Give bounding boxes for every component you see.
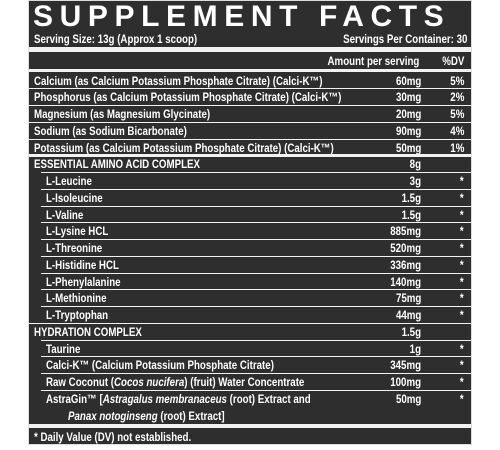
rule [41,222,471,224]
rule [29,322,471,324]
footnote: * Daily Value (DV) not established. [34,429,192,444]
rule [41,339,471,341]
name-segment: Raw Coconut ( [46,375,115,389]
daily-value: 5% [449,73,464,88]
name-segment: ) (fruit) Water Concentrate [184,375,305,389]
name-segment: Cocos nucifera [114,375,185,389]
daily-value: * [460,291,464,306]
ingredient-name: L-Isoleucine [46,190,103,205]
ingredient-name: L-Leucine [46,174,92,188]
thick-rule [29,423,471,428]
daily-value: * [460,391,464,406]
name-segment: AstraGin™ [ [46,391,103,406]
amount: 20mg [395,107,421,121]
daily-value: * [460,375,464,389]
daily-value: 4% [449,123,464,138]
daily-value: 5% [449,107,464,121]
ingredient-name: Phosphorus (as Calcium Potassium Phospha… [34,90,342,105]
amount: 75mg [395,291,421,306]
daily-value: * [460,207,464,222]
amount: 3g [409,174,421,188]
supplement-facts-label: SUPPLEMENT FACTS Serving Size: 13g (Appr… [28,0,472,445]
rule [41,389,471,391]
section-name: HYDRATION COMPLEX [34,324,142,339]
amount: 100mg [390,375,421,389]
ingredient-name: Calci-K™ (Calcium Potassium Phosphate Ci… [46,358,274,373]
daily-value: * [460,190,464,205]
ingredient-name: L-Threonine [46,241,103,255]
daily-value: * [460,308,464,322]
rule [29,121,471,123]
rule [29,88,471,90]
ingredient-name: L-Phenylalanine [46,274,121,289]
ingredient-name: L-Methionine [46,291,107,306]
amount: 44mg [395,308,421,322]
daily-value: * [460,257,464,272]
amount: 90mg [395,123,421,138]
daily-value: * [460,274,464,289]
ingredient-name: Panax notoginseng (root) Extract] [68,409,225,423]
dv-header: %DV [441,54,464,68]
ingredient-name: Potassium (as Calcium Potassium Phosphat… [34,140,334,155]
ingredient-name: L-Lysine HCL [46,224,109,239]
label-title: SUPPLEMENT FACTS [33,0,451,33]
rule [41,172,471,173]
name-segment: Astragalus membranaceus [102,391,227,406]
ingredient-name: Magnesium (as Magnesium Glycinate) [34,107,211,121]
ingredient-name: L-Histidine HCL [46,257,119,272]
ingredient-name: Raw Coconut (Cocos nucifera) (fruit) Wat… [46,375,304,389]
rule [41,272,471,274]
amount: 50mg [395,140,421,155]
daily-value: * [460,174,464,188]
rule [41,255,471,257]
rule [41,289,471,291]
daily-value: * [460,241,464,255]
section-name: ESSENTIAL AMINO ACID COMPLEX [34,157,200,172]
daily-value: * [460,224,464,239]
amount: 140mg [390,274,421,289]
rule [41,356,471,358]
rule [41,205,471,207]
amount: 520mg [390,241,421,255]
daily-value: * [460,358,464,373]
daily-value: 2% [449,90,464,105]
amount: 885mg [390,224,421,239]
thick-rule [29,47,471,52]
name-segment: Panax notoginseng [68,408,158,423]
amount: 1.5g [401,207,421,222]
daily-value: 1% [449,140,464,155]
rule [41,373,471,374]
thick-rule [29,154,471,158]
thick-rule [29,69,471,72]
rule [41,306,471,307]
name-segment: (root) Extract and [226,391,311,406]
serving-size: Serving Size: 13g (Approx 1 scoop) [34,32,198,46]
amount: 30mg [395,90,421,105]
rule [41,239,471,240]
ingredient-name: AstraGin™ [Astragalus membranaceus (root… [46,392,311,406]
amount: 345mg [390,358,421,373]
ingredient-name: Taurine [46,341,81,356]
amount: 50mg [395,391,421,406]
amount: 1.5g [401,324,421,339]
rule [29,138,471,140]
amount: 1.5g [401,190,421,205]
servings-per-container: Servings Per Container: 30 [342,32,467,46]
daily-value: * [460,341,464,356]
amount: 8g [409,157,421,172]
ingredient-name: L-Tryptophan [46,308,109,322]
rule [41,188,471,190]
amount: 1g [409,341,421,356]
rule [29,105,471,106]
amount: 336mg [390,257,421,272]
ingredient-name: Calcium (as Calcium Potassium Phosphate … [34,73,323,88]
amount: 60mg [395,73,421,88]
amount-header: Amount per serving [327,54,419,68]
ingredient-name: L-Valine [46,207,84,222]
ingredient-name: Sodium (as Sodium Bicarbonate) [34,123,187,138]
name-segment: (root) Extract] [157,408,225,423]
